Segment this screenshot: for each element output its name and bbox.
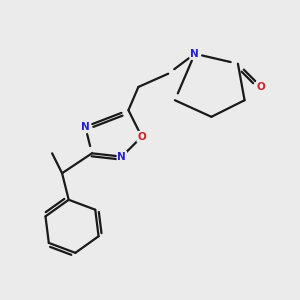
Text: N: N <box>190 49 199 59</box>
Text: N: N <box>117 152 126 162</box>
Text: O: O <box>257 82 266 92</box>
Text: O: O <box>137 132 146 142</box>
Text: N: N <box>81 122 90 132</box>
